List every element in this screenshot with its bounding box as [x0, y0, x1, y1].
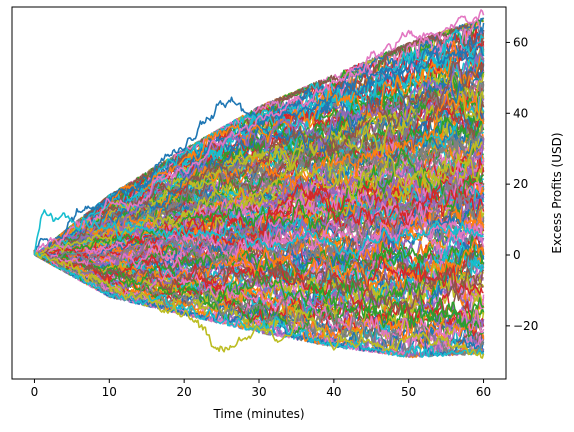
plot-area [33, 9, 485, 359]
y-tick-label: 20 [513, 177, 528, 191]
x-tick-label: 50 [401, 385, 416, 399]
series-line [34, 202, 485, 269]
y-tick-label: 40 [513, 106, 528, 120]
x-tick-label: 10 [102, 385, 117, 399]
x-tick-label: 60 [476, 385, 491, 399]
series-line [33, 177, 485, 269]
y-tick-label: −20 [513, 319, 538, 333]
series-line [34, 254, 485, 330]
series-line [33, 177, 484, 256]
series-line [33, 51, 485, 256]
series-line [33, 251, 485, 337]
series-line [33, 253, 485, 358]
x-tick-label: 20 [177, 385, 192, 399]
y-tick-label: 60 [513, 35, 528, 49]
series-line [33, 90, 485, 256]
x-axis-label: Time (minutes) [212, 407, 304, 421]
series-line [33, 209, 485, 259]
axes: 0 10 20 30 40 50 60 −20 0 20 40 60 [11, 6, 538, 399]
series-line [33, 9, 485, 256]
series-line [33, 97, 485, 256]
series-line [33, 153, 484, 256]
x-tick-label: 30 [251, 385, 266, 399]
series-line [33, 251, 485, 359]
series-line [33, 61, 485, 256]
y-axis-label: Excess Profits (USD) [550, 132, 564, 253]
series-line [33, 249, 484, 315]
x-tick-label: 0 [31, 385, 39, 399]
series-line [33, 147, 485, 262]
y-tick-label: 0 [513, 248, 521, 262]
series-line [33, 45, 485, 256]
x-tick-label: 40 [326, 385, 341, 399]
series-line [33, 252, 485, 358]
